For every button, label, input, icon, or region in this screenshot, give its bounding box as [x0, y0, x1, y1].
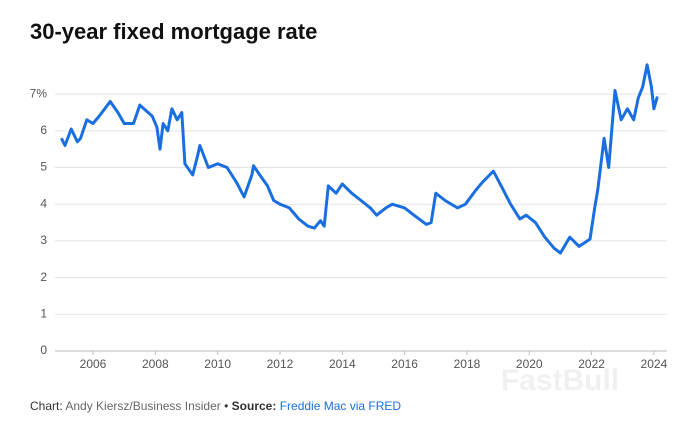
y-tick-label: 5 — [40, 160, 47, 174]
x-tick-label: 2008 — [142, 357, 169, 371]
x-tick-label: 2016 — [391, 357, 418, 371]
x-tick-label: 2018 — [454, 357, 481, 371]
credit: Andy Kiersz/Business Insider — [65, 399, 220, 413]
y-tick-label: 6 — [40, 123, 47, 137]
y-tick-label: 3 — [40, 233, 47, 247]
x-tick-label: 2022 — [578, 357, 605, 371]
x-tick-label: 2020 — [516, 357, 543, 371]
credit-label: Chart: — [30, 399, 63, 413]
watermark: FastBull — [501, 364, 619, 397]
footer: Chart: Andy Kiersz/Business Insider • So… — [30, 399, 401, 413]
x-tick-label: 2014 — [329, 357, 356, 371]
line — [60, 63, 659, 255]
y-tick-label: 2 — [40, 270, 47, 284]
y-tick-label: 7% — [30, 86, 48, 100]
source-label: Source: — [232, 399, 277, 413]
y-tick-label: 0 — [40, 343, 47, 357]
y-tick-label: 4 — [40, 196, 47, 210]
x-tick-label: 2006 — [80, 357, 107, 371]
y-tick-label: 1 — [40, 306, 47, 320]
x-tick-label: 2010 — [204, 357, 231, 371]
source: Freddie Mac via FRED — [280, 399, 402, 413]
x-tick-label: 2012 — [267, 357, 294, 371]
chart-title: 30-year fixed mortgage rate — [30, 19, 317, 44]
x-tick-label: 2024 — [641, 357, 668, 371]
separator: • — [224, 399, 228, 413]
